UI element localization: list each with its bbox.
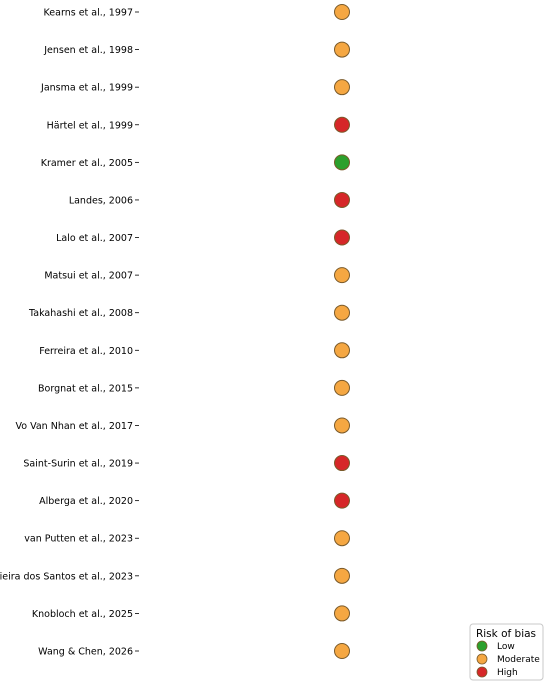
data-point [334,643,350,659]
y-tick-label: Kearns et al., 1997 [44,8,133,19]
y-tick-label: Landes, 2006 [69,195,133,206]
legend-swatch [476,640,488,652]
data-point [334,41,350,58]
data-point [334,605,350,622]
data-point [334,154,350,171]
data-point [334,229,350,246]
data-point [334,116,350,133]
y-tick-label: van Putten et al., 2023 [24,534,133,545]
data-point [334,4,350,20]
y-tick-label: Jensen et al., 1998 [43,45,133,56]
y-tick-label: Saint-Surin et al., 2019 [23,459,133,470]
data-point [334,530,350,547]
data-point [334,191,350,208]
legend-frame [469,623,544,681]
y-tick-label: Vo Van Nhan et al., 2017 [16,421,134,432]
y-tick-label: Lalo et al., 2007 [56,233,133,244]
data-point [334,267,350,284]
y-tick-label: Matsui et al., 2007 [44,271,133,282]
y-tick-label: Wang & Chen, 2026 [38,647,133,658]
data-point [334,492,350,509]
legend-label: High [497,668,518,678]
y-tick-label: Borgnat et al., 2015 [38,383,133,394]
legend-label: Moderate [497,655,540,665]
y-tick-label: Knobloch et al., 2025 [32,609,133,620]
data-point [334,379,350,396]
legend: Risk of bias Low Moderate High [469,623,544,681]
y-tick-label: Härtel et al., 1999 [47,120,133,131]
legend-entries: Low Moderate High [476,640,540,678]
data-point [334,417,350,434]
y-tick-label: Alberga et al., 2020 [39,496,133,507]
data-point [334,79,350,96]
legend-title: Risk of bias [476,628,536,640]
data-point [334,567,350,584]
y-tick-label: Ferreira et al., 2010 [39,346,133,357]
legend-swatch [476,653,488,665]
y-tick-label: Kramer et al., 2005 [41,158,133,169]
data-point [334,342,350,359]
y-tick-label: Jansma et al., 1999 [40,83,133,94]
legend-label: Low [497,642,515,652]
y-tick-label: Takahashi et al., 2008 [28,308,133,319]
data-point [334,304,350,321]
y-axis: Kearns et al., 1997 Jensen et al., 1998 Ja… [0,8,139,658]
data-point [334,455,350,472]
y-tick-label: Vieira dos Santos et al., 2023 [0,571,133,582]
data-points [334,4,350,659]
legend-swatch [476,666,488,678]
